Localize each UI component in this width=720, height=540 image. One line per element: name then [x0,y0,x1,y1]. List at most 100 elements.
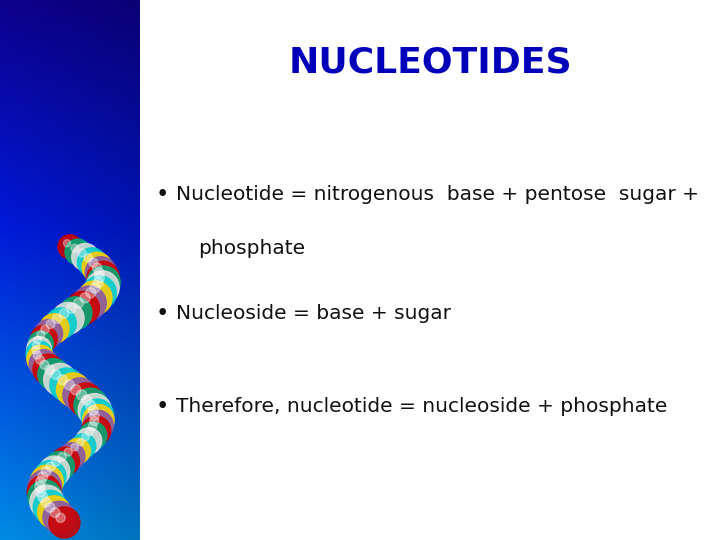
Circle shape [33,354,63,384]
Circle shape [94,273,104,282]
Circle shape [49,507,80,538]
Circle shape [58,453,66,461]
Circle shape [50,508,60,517]
Circle shape [45,502,55,512]
Circle shape [81,416,111,445]
Circle shape [26,341,52,367]
Circle shape [35,482,45,492]
Circle shape [51,370,60,380]
Circle shape [28,480,62,514]
Circle shape [37,496,71,529]
Circle shape [56,513,66,523]
Circle shape [28,332,53,356]
Circle shape [34,336,41,344]
Bar [140,0,720,540]
Circle shape [46,462,55,471]
Circle shape [66,292,99,325]
Circle shape [37,472,48,482]
Circle shape [41,467,51,476]
Circle shape [34,461,66,492]
Text: •: • [156,302,168,325]
Circle shape [43,501,75,534]
Circle shape [83,410,113,441]
Circle shape [64,448,72,456]
Circle shape [30,485,64,519]
Circle shape [65,239,91,265]
Circle shape [53,302,84,334]
Circle shape [86,271,120,305]
Circle shape [35,487,45,497]
Circle shape [28,470,61,503]
Circle shape [77,438,84,446]
Circle shape [84,254,92,262]
Circle shape [27,336,51,361]
Circle shape [40,314,69,343]
Circle shape [63,240,71,247]
Circle shape [41,325,49,334]
Circle shape [78,248,106,276]
Circle shape [74,388,108,422]
Circle shape [76,428,102,454]
Circle shape [39,456,70,487]
Circle shape [78,281,112,315]
Circle shape [66,303,76,313]
Circle shape [58,235,82,259]
Circle shape [81,395,91,405]
Circle shape [45,308,76,339]
Circle shape [58,375,68,384]
Text: NUCLEOTIDES: NUCLEOTIDES [288,45,572,79]
Circle shape [30,350,58,379]
Circle shape [73,298,84,308]
Circle shape [56,373,90,407]
Circle shape [81,399,114,431]
Text: Therefore, nucleotide = nucleoside + phosphate: Therefore, nucleotide = nucleoside + pho… [176,396,667,416]
Circle shape [86,428,94,436]
Circle shape [79,422,107,449]
Circle shape [71,244,78,252]
Circle shape [37,330,45,339]
Circle shape [27,345,55,373]
Circle shape [89,258,98,267]
Circle shape [40,360,49,369]
Circle shape [78,249,86,257]
Circle shape [32,346,40,354]
Circle shape [33,351,41,359]
Text: •: • [156,395,168,417]
Circle shape [59,309,69,318]
Circle shape [38,359,69,390]
Circle shape [92,263,102,272]
Circle shape [72,244,99,271]
Circle shape [83,404,114,436]
Circle shape [35,477,45,487]
Circle shape [31,326,58,352]
Circle shape [86,288,96,298]
Circle shape [33,490,67,524]
Circle shape [51,457,60,467]
Circle shape [30,465,63,498]
Circle shape [71,434,96,458]
Circle shape [76,390,86,400]
Circle shape [50,368,84,401]
Circle shape [80,293,90,303]
Circle shape [83,276,117,310]
Circle shape [82,252,112,282]
Circle shape [90,282,100,293]
Circle shape [45,365,55,374]
Circle shape [41,497,51,507]
Circle shape [90,411,99,420]
Circle shape [35,320,63,348]
Circle shape [64,380,74,390]
Circle shape [46,320,55,328]
Circle shape [36,355,45,364]
Text: phosphate: phosphate [198,239,305,258]
Circle shape [69,383,103,417]
Circle shape [37,492,48,502]
Circle shape [65,438,90,463]
Circle shape [90,416,99,426]
Circle shape [81,433,89,441]
Circle shape [87,261,120,294]
Circle shape [78,394,112,427]
Circle shape [59,297,92,329]
Circle shape [93,278,103,288]
Text: Nucleotide = nitrogenous  base + pentose  sugar +: Nucleotide = nitrogenous base + pentose … [176,185,699,204]
